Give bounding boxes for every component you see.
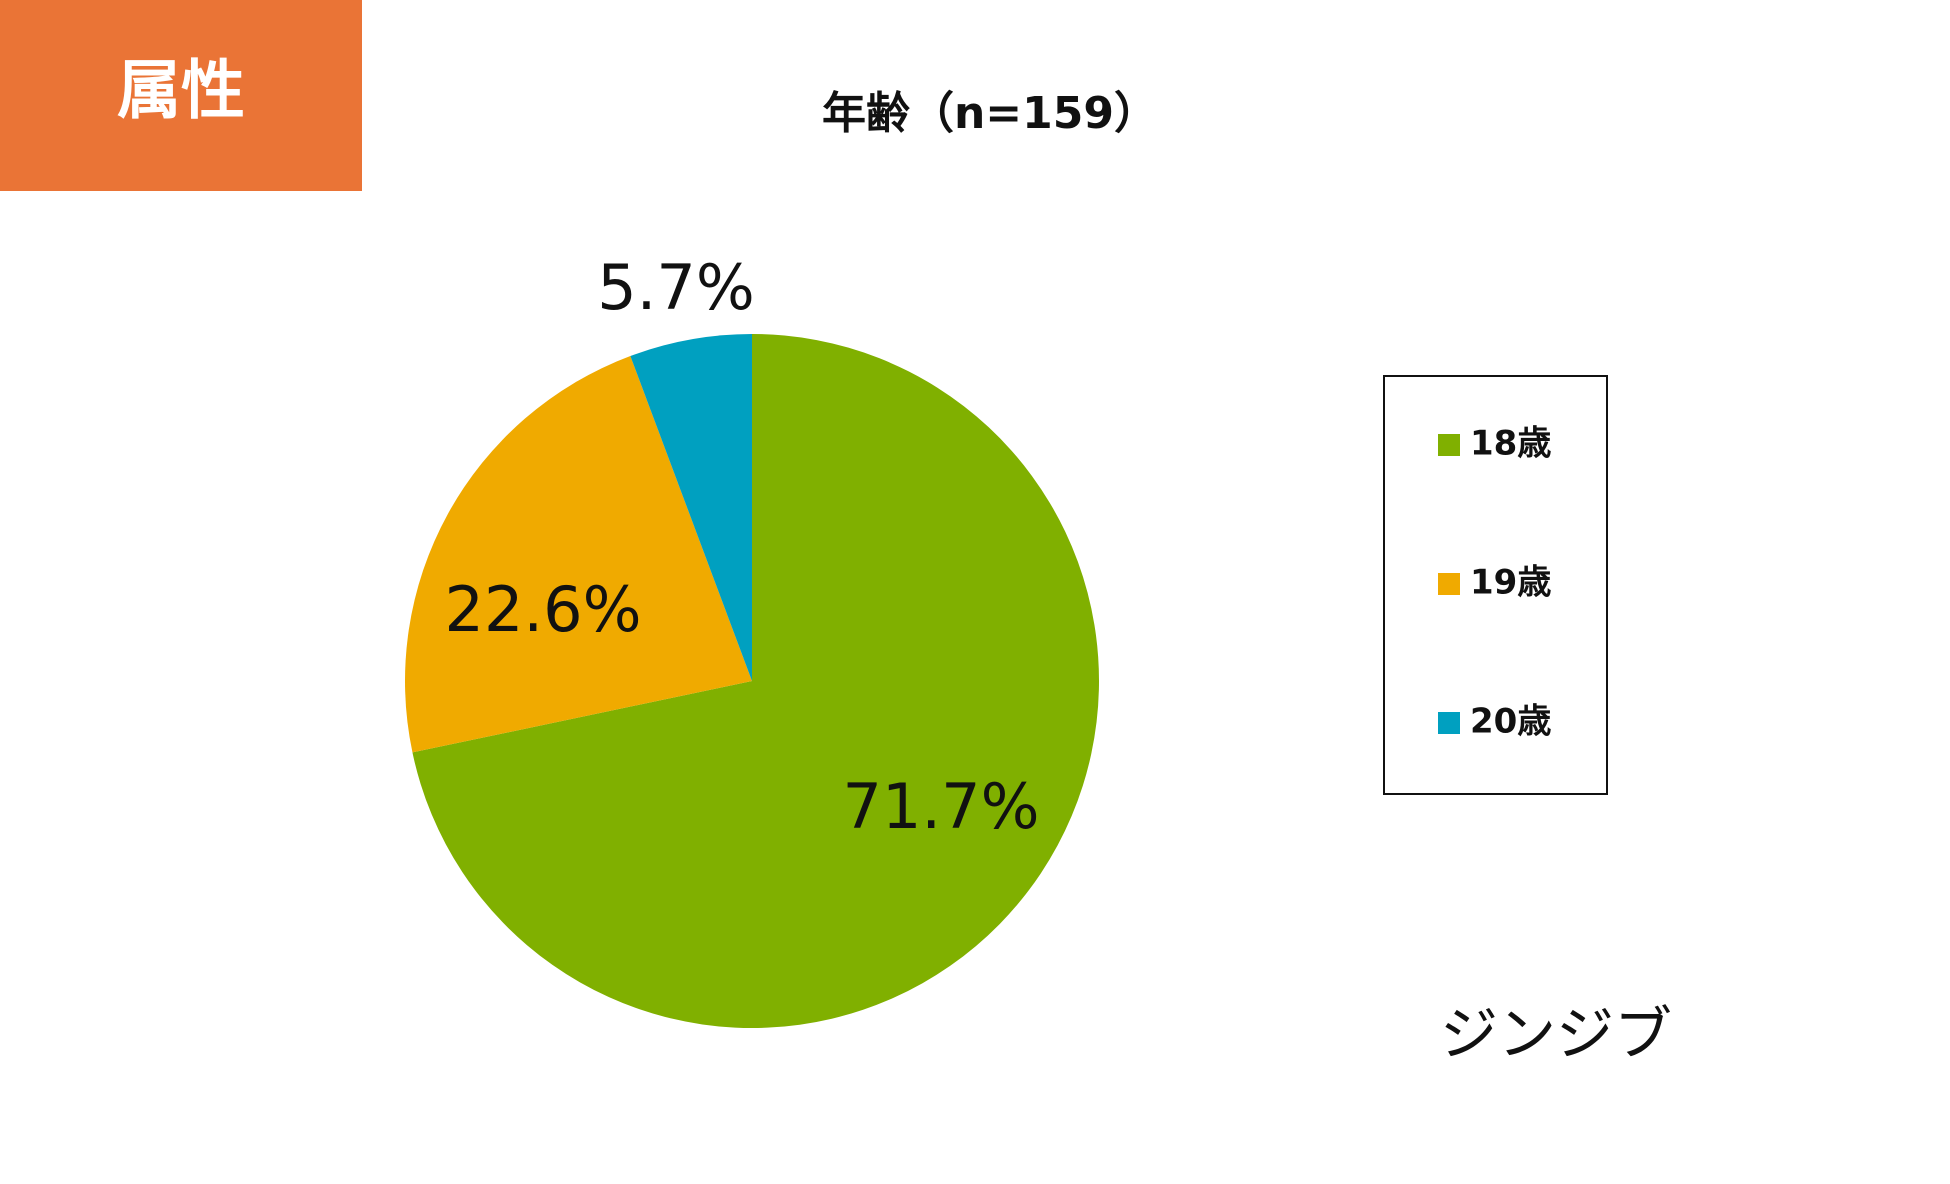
legend-swatch [1438,434,1460,456]
legend-swatch [1438,712,1460,734]
pie-slice [412,334,1099,1028]
logo: ジンジブ [1440,1000,1672,1068]
data-label: 5.7% [597,251,755,324]
data-label: 71.7% [843,770,1040,843]
pie-slice [405,356,752,753]
chart-title: 年齢（n=159） [822,88,1158,139]
pie-slice [630,334,752,681]
legend-label: 18歳 [1470,424,1551,464]
legend-box [1383,375,1608,795]
header-box [0,0,362,191]
legend-swatch [1438,573,1460,595]
legend-label: 19歳 [1470,563,1551,603]
legend-label: 20歳 [1470,702,1551,742]
header-title: 属性 [117,55,245,129]
data-label: 22.6% [445,573,642,646]
